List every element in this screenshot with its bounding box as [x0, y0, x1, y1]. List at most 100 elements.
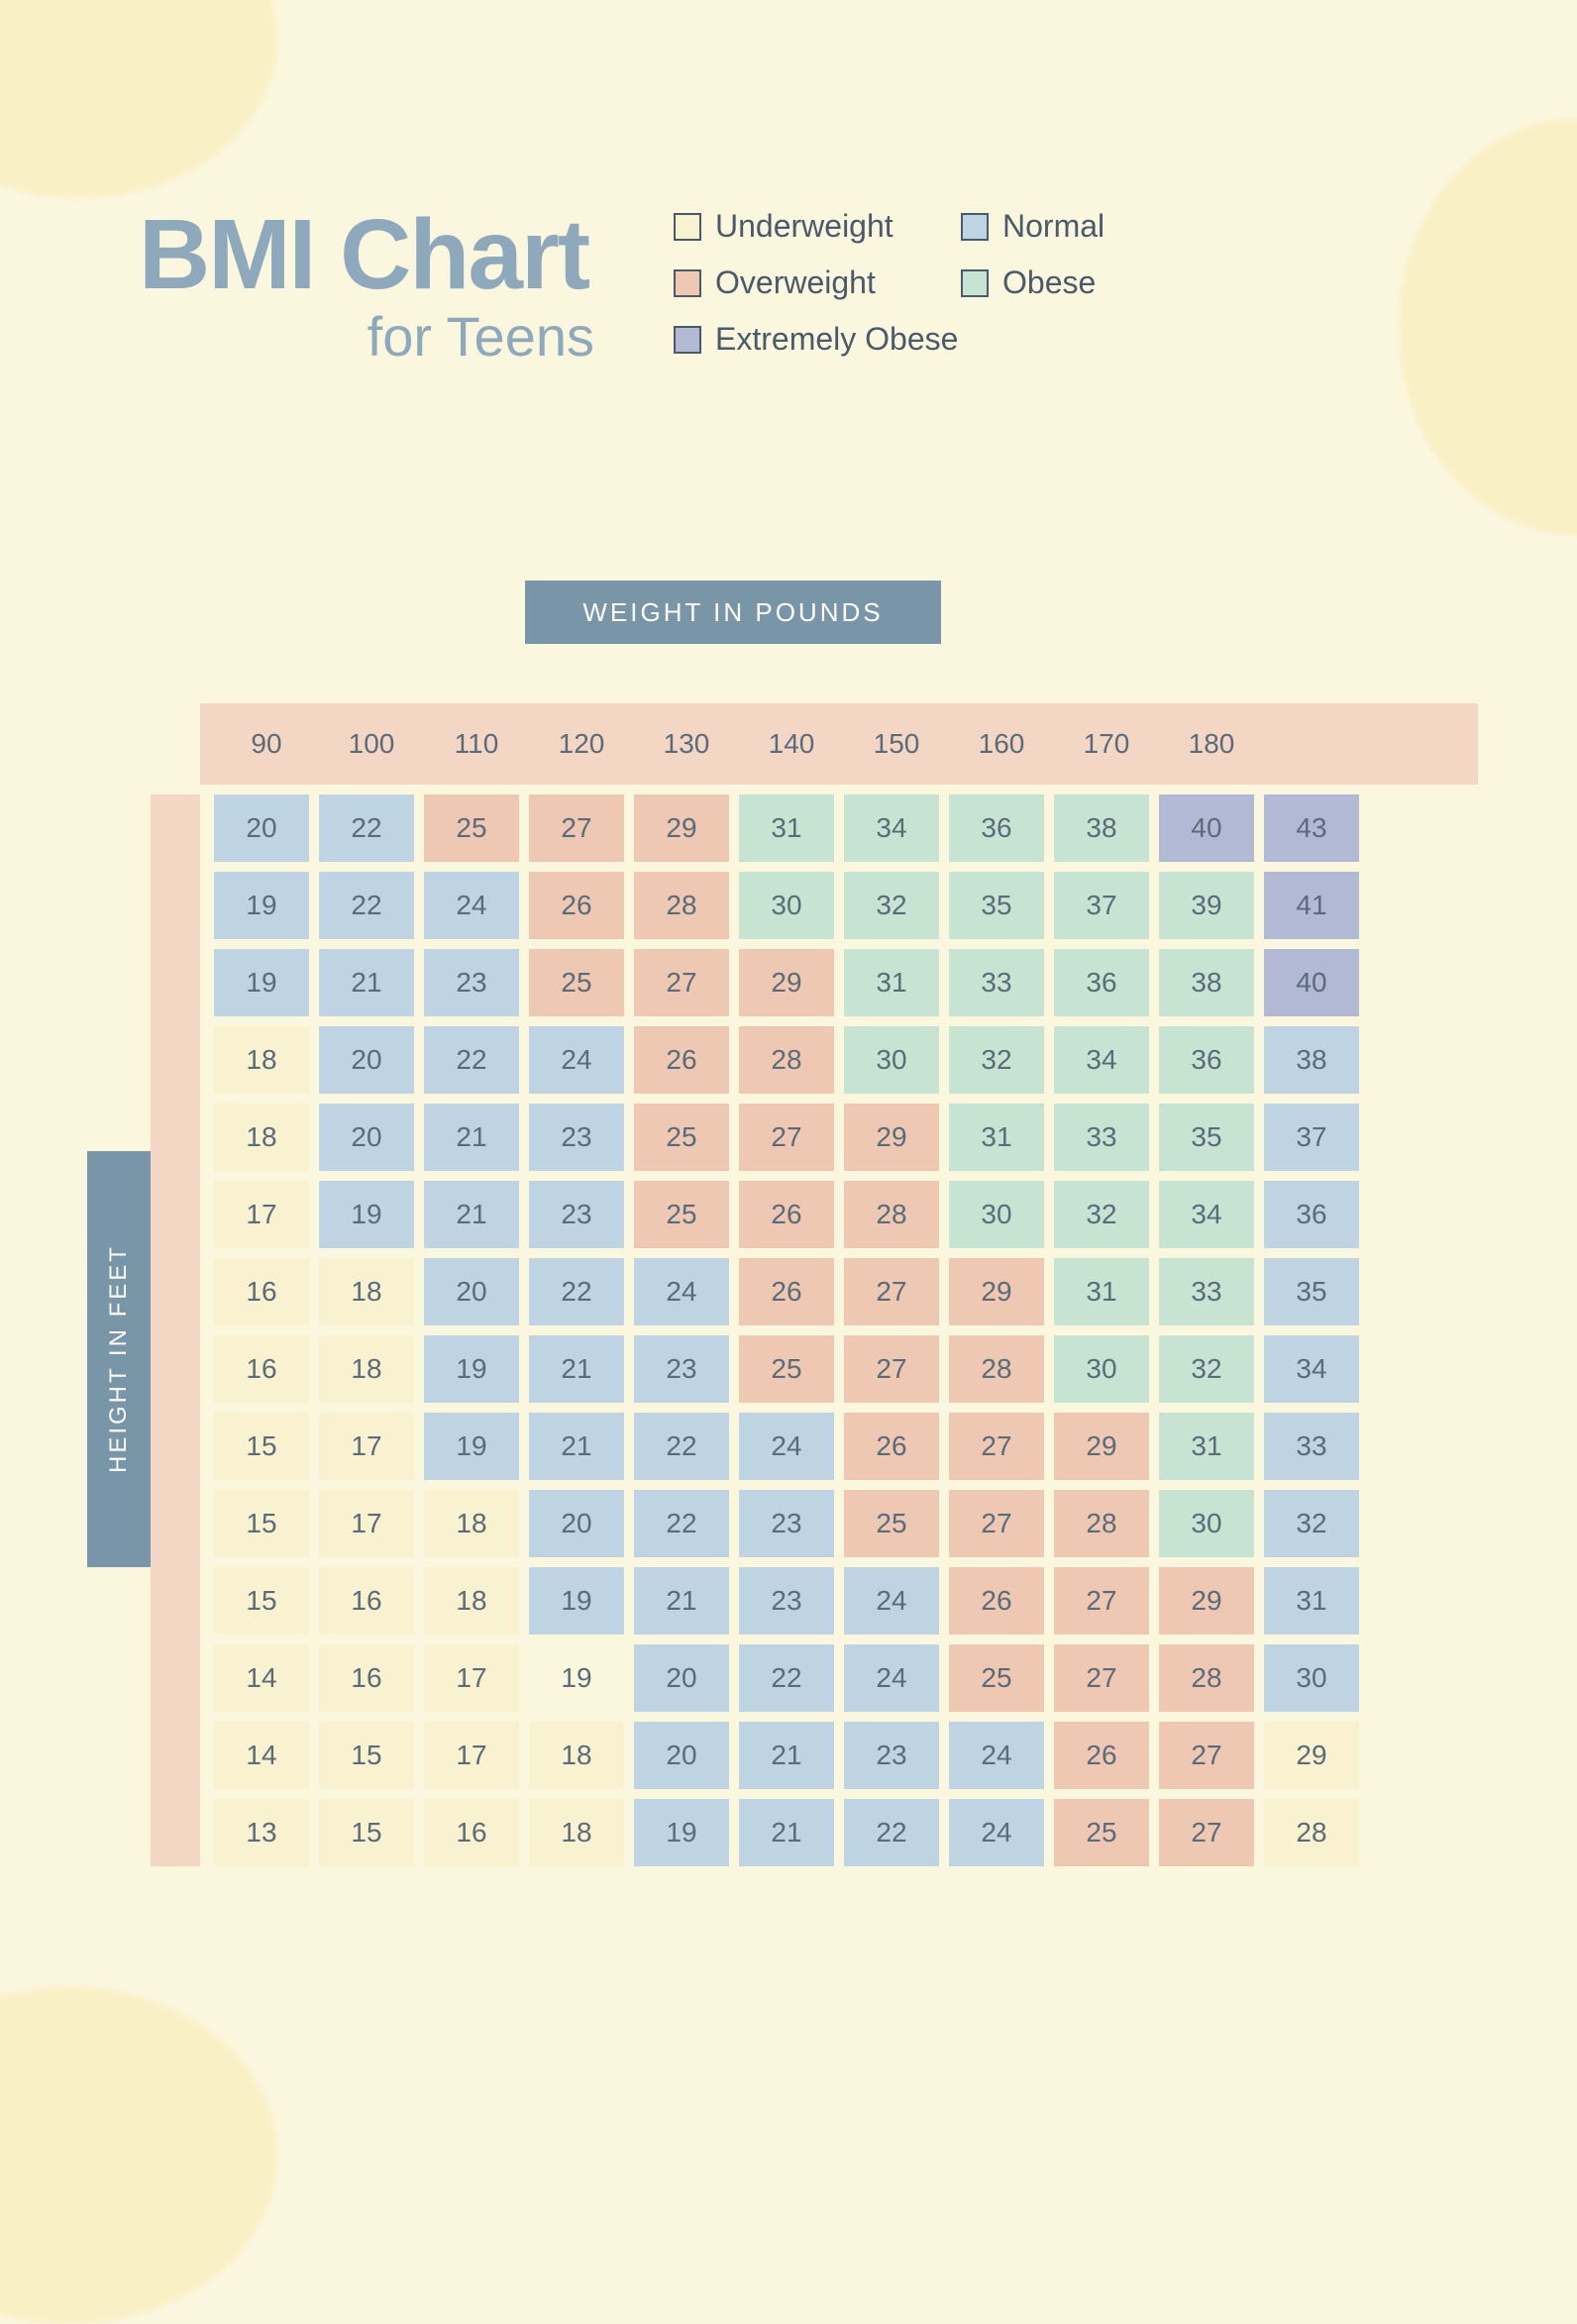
- bmi-chart: 90100110120130140150160170180 2022252729…: [151, 703, 1478, 1876]
- bmi-row: 1415171820212324262729: [214, 1722, 1478, 1789]
- bmi-cell: 31: [949, 1104, 1044, 1171]
- bmi-cell: 21: [529, 1335, 624, 1403]
- bmi-row: 1517192122242627293133: [214, 1413, 1478, 1480]
- bmi-cell: 16: [214, 1258, 309, 1325]
- bmi-cell: 28: [1159, 1644, 1254, 1712]
- legend-label: Normal: [1002, 208, 1104, 245]
- bmi-cell: 29: [1264, 1722, 1359, 1789]
- bmi-cell: 25: [949, 1644, 1044, 1712]
- bmi-cell: 22: [634, 1413, 729, 1480]
- bmi-cell: 40: [1264, 949, 1359, 1016]
- bmi-row: 1719212325262830323436: [214, 1181, 1478, 1248]
- bmi-cell: 26: [529, 872, 624, 939]
- bmi-cell: 25: [529, 949, 624, 1016]
- bmi-cell: 16: [319, 1567, 414, 1635]
- bmi-cell: 24: [844, 1567, 939, 1635]
- bmi-cell: 17: [424, 1644, 519, 1712]
- bmi-cell: 32: [844, 872, 939, 939]
- bmi-cell: 22: [319, 872, 414, 939]
- bmi-cell: 27: [844, 1258, 939, 1325]
- bmi-cell: 30: [739, 872, 834, 939]
- bmi-row: 1517182022232527283032: [214, 1490, 1478, 1557]
- axis-label-weight: WEIGHT IN POUNDS: [525, 581, 941, 644]
- weight-header-cell: 180: [1159, 728, 1264, 760]
- bmi-cell: 34: [844, 794, 939, 862]
- bmi-cell: 34: [1159, 1181, 1254, 1248]
- bmi-cell: 22: [529, 1258, 624, 1325]
- bmi-cell: 15: [214, 1490, 309, 1557]
- bmi-cell: 33: [1159, 1258, 1254, 1325]
- legend-label: Obese: [1002, 264, 1096, 301]
- bmi-cell: 39: [1159, 872, 1254, 939]
- legend-swatch: [674, 269, 701, 297]
- bmi-cell: 28: [634, 872, 729, 939]
- bmi-row: 1416171920222425272830: [214, 1644, 1478, 1712]
- bmi-cell: 24: [424, 872, 519, 939]
- legend-swatch: [674, 326, 701, 354]
- bmi-cell: 32: [1054, 1181, 1149, 1248]
- bmi-cell: 17: [319, 1413, 414, 1480]
- weight-header-cell: 100: [319, 728, 424, 760]
- bmi-cell: 31: [1264, 1567, 1359, 1635]
- bmi-cell: 37: [1054, 872, 1149, 939]
- bmi-cell: 21: [739, 1722, 834, 1789]
- bmi-cell: 34: [1054, 1026, 1149, 1094]
- bmi-cell: 22: [739, 1644, 834, 1712]
- bmi-cell: 31: [739, 794, 834, 862]
- bmi-cell: 20: [424, 1258, 519, 1325]
- bmi-cell: 24: [949, 1722, 1044, 1789]
- header: BMI Chart for Teens UnderweightNormalOve…: [139, 198, 1438, 369]
- bmi-cell: 26: [1054, 1722, 1149, 1789]
- bmi-cell: 28: [1264, 1799, 1359, 1866]
- bmi-cell: 27: [844, 1335, 939, 1403]
- bmi-cell: 23: [424, 949, 519, 1016]
- bmi-cell: 29: [1159, 1567, 1254, 1635]
- bmi-cell: 24: [949, 1799, 1044, 1866]
- bmi-cell: 30: [1159, 1490, 1254, 1557]
- legend-label: Underweight: [715, 208, 894, 245]
- bmi-cell: 14: [214, 1722, 309, 1789]
- legend-swatch: [674, 213, 701, 241]
- bmi-cell: 27: [1159, 1722, 1254, 1789]
- bmi-cell: 43: [1264, 794, 1359, 862]
- bmi-cell: 20: [319, 1026, 414, 1094]
- bmi-cell: 28: [844, 1181, 939, 1248]
- bmi-cell: 16: [319, 1644, 414, 1712]
- bmi-cell: 17: [424, 1722, 519, 1789]
- decor-blob: [0, 1987, 277, 2324]
- bmi-cell: 23: [529, 1104, 624, 1171]
- bmi-cell: 20: [319, 1104, 414, 1171]
- bmi-cell: 18: [214, 1026, 309, 1094]
- bmi-cell: 19: [529, 1644, 624, 1712]
- bmi-cell: 19: [424, 1335, 519, 1403]
- bmi-cell: 19: [214, 949, 309, 1016]
- legend-item: Underweight: [674, 208, 911, 245]
- bmi-cell: 22: [844, 1799, 939, 1866]
- bmi-cell: 15: [319, 1722, 414, 1789]
- bmi-cell: 35: [1159, 1104, 1254, 1171]
- bmi-row: 1922242628303235373941: [214, 872, 1478, 939]
- bmi-cell: 20: [529, 1490, 624, 1557]
- bmi-cell: 24: [529, 1026, 624, 1094]
- bmi-cell: 22: [424, 1026, 519, 1094]
- bmi-cell: 20: [634, 1722, 729, 1789]
- bmi-cell: 26: [634, 1026, 729, 1094]
- bmi-cell: 30: [1264, 1644, 1359, 1712]
- bmi-cell: 26: [739, 1181, 834, 1248]
- bmi-cell: 22: [319, 794, 414, 862]
- bmi-cell: 30: [949, 1181, 1044, 1248]
- bmi-cell: 36: [1054, 949, 1149, 1016]
- bmi-cell: 19: [529, 1567, 624, 1635]
- bmi-cell: 34: [1264, 1335, 1359, 1403]
- bmi-cell: 18: [424, 1490, 519, 1557]
- weight-header-cell: 120: [529, 728, 634, 760]
- bmi-cell: 18: [529, 1722, 624, 1789]
- bmi-cell: 31: [1159, 1413, 1254, 1480]
- bmi-cell: 31: [1054, 1258, 1149, 1325]
- bmi-cell: 36: [1159, 1026, 1254, 1094]
- bmi-cell: 23: [634, 1335, 729, 1403]
- bmi-cell: 31: [844, 949, 939, 1016]
- legend-label: Extremely Obese: [715, 321, 958, 358]
- bmi-cell: 21: [424, 1104, 519, 1171]
- height-column-bg: [151, 794, 200, 1866]
